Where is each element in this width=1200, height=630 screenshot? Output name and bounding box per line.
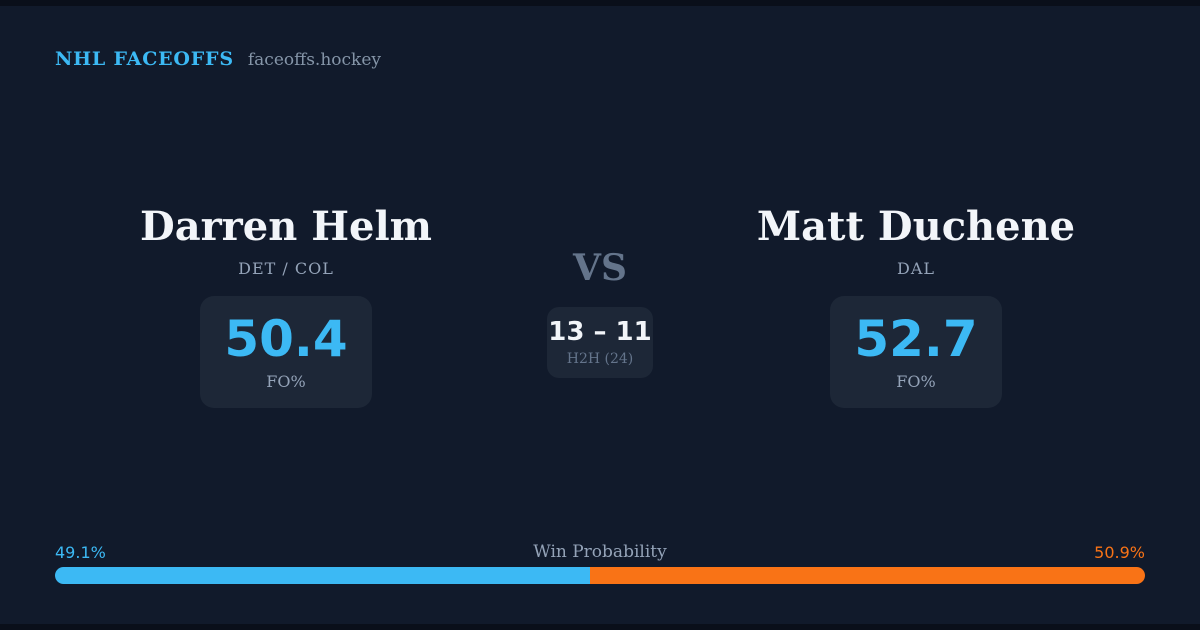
player-left-fo-card: 50.4 FO%: [200, 296, 372, 408]
win-probability-title: Win Probability: [533, 542, 667, 562]
player-left-fo-value: 50.4: [224, 309, 348, 368]
win-probability-labels: 49.1% Win Probability 50.9%: [55, 542, 1145, 562]
player-left-column: Darren Helm DET / COL 50.4 FO%: [116, 205, 456, 408]
win-probability-bar: [55, 567, 1145, 584]
win-probability-left-pct: 49.1%: [55, 542, 106, 562]
player-right-teams: DAL: [896, 259, 935, 278]
vs-label: VS: [573, 247, 627, 289]
win-probability-bar-right-fill: [590, 567, 1145, 584]
center-column: VS 13 – 11 H2H (24): [520, 250, 680, 378]
h2h-score: 13 – 11: [548, 316, 652, 347]
brand-title: NHL FACEOFFS: [55, 48, 234, 70]
win-probability-bar-left-fill: [55, 567, 591, 584]
win-probability-right-pct: 50.9%: [1094, 542, 1145, 562]
header: NHL FACEOFFS faceoffs.hockey: [55, 48, 381, 70]
player-right-fo-card: 52.7 FO%: [830, 296, 1002, 408]
player-left-teams: DET / COL: [238, 259, 334, 278]
bottom-edge-strip: [0, 624, 1200, 630]
player-right-fo-value: 52.7: [854, 309, 978, 368]
h2h-box: 13 – 11 H2H (24): [547, 307, 653, 378]
top-edge-strip: [0, 0, 1200, 6]
player-left-fo-label: FO%: [266, 371, 306, 391]
player-right-name: Matt Duchene: [756, 203, 1076, 250]
player-left-name: Darren Helm: [140, 203, 432, 250]
player-right-column: Matt Duchene DAL 52.7 FO%: [746, 205, 1086, 408]
player-right-fo-label: FO%: [896, 371, 936, 391]
h2h-label: H2H (24): [566, 350, 634, 367]
site-domain: faceoffs.hockey: [247, 50, 381, 70]
